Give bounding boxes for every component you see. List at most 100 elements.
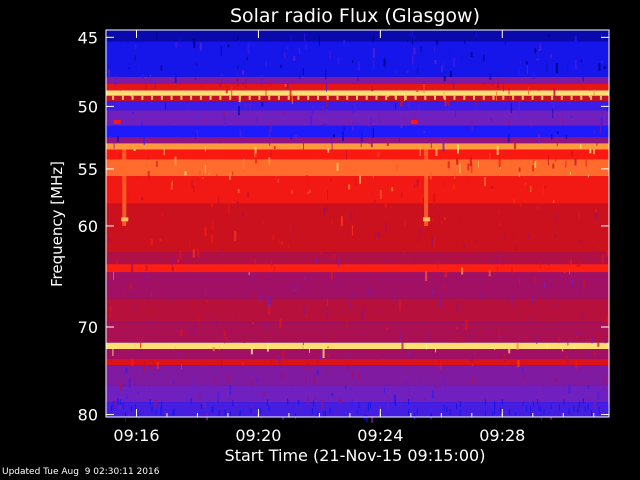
noise-speck bbox=[453, 80, 455, 89]
noise-speck bbox=[265, 90, 267, 96]
noise-speck bbox=[285, 312, 287, 316]
noise-speck bbox=[471, 162, 473, 173]
noise-speck bbox=[128, 413, 130, 418]
noise-speck bbox=[321, 400, 324, 410]
noise-speck bbox=[439, 298, 441, 309]
noise-speck bbox=[459, 163, 462, 174]
noise-speck bbox=[489, 73, 492, 80]
noise-speck bbox=[373, 231, 376, 240]
noise-speck bbox=[594, 401, 597, 410]
intensity-band bbox=[106, 137, 609, 144]
noise-speck bbox=[245, 78, 247, 89]
noise-speck bbox=[306, 394, 309, 405]
intensity-band bbox=[106, 385, 609, 403]
noise-speck bbox=[567, 64, 568, 74]
noise-speck bbox=[587, 340, 590, 343]
noise-speck bbox=[377, 232, 380, 238]
noise-speck bbox=[461, 55, 464, 61]
noise-speck bbox=[553, 88, 555, 95]
noise-speck bbox=[119, 399, 121, 406]
noise-speck bbox=[594, 291, 597, 297]
noise-speck bbox=[509, 409, 511, 416]
noise-speck bbox=[365, 415, 368, 423]
noise-speck bbox=[335, 408, 337, 414]
noise-speck bbox=[598, 407, 600, 414]
intensity-bands bbox=[106, 30, 609, 417]
noise-speck bbox=[394, 71, 397, 74]
noise-speck bbox=[359, 175, 361, 184]
noise-speck bbox=[543, 409, 545, 416]
noise-speck bbox=[211, 179, 213, 186]
noise-speck bbox=[488, 270, 491, 277]
noise-speck bbox=[530, 124, 532, 127]
noise-speck bbox=[223, 110, 226, 120]
noise-speck bbox=[313, 374, 315, 384]
noise-speck bbox=[113, 271, 114, 280]
noise-speck bbox=[444, 283, 446, 290]
noise-speck bbox=[587, 404, 589, 411]
noise-speck bbox=[123, 291, 126, 295]
noise-speck bbox=[499, 408, 501, 413]
noise-speck bbox=[186, 315, 188, 320]
noise-speck bbox=[175, 354, 177, 360]
noise-speck bbox=[569, 268, 571, 275]
noise-speck bbox=[208, 312, 210, 322]
noise-speck bbox=[113, 142, 115, 149]
noise-speck bbox=[331, 142, 333, 151]
noise-speck bbox=[304, 33, 306, 43]
noise-speck bbox=[287, 177, 289, 182]
noise-speck bbox=[553, 200, 555, 203]
x-axis-ticks: 09:16 09:20 09:24 09:28 bbox=[105, 30, 595, 445]
y-tick-label: 50 bbox=[78, 97, 98, 116]
noise-speck bbox=[219, 138, 222, 144]
noise-speck bbox=[453, 363, 455, 366]
noise-speck bbox=[237, 73, 239, 83]
noise-speck bbox=[127, 67, 130, 70]
noise-speck bbox=[508, 153, 510, 157]
noise-speck bbox=[387, 93, 390, 97]
noise-speck bbox=[420, 380, 422, 385]
noise-speck bbox=[211, 406, 214, 413]
noise-speck bbox=[474, 30, 476, 35]
noise-speck bbox=[487, 395, 490, 400]
noise-speck bbox=[343, 39, 346, 45]
noise-speck bbox=[237, 65, 239, 70]
noise-speck bbox=[133, 149, 136, 151]
noise-speck bbox=[278, 355, 281, 364]
noise-speck bbox=[446, 406, 448, 413]
noise-speck bbox=[112, 401, 114, 411]
burst-spot bbox=[113, 119, 121, 124]
noise-speck bbox=[163, 149, 165, 156]
noise-speck bbox=[585, 316, 587, 324]
noise-speck bbox=[458, 304, 460, 312]
noise-speck bbox=[189, 240, 192, 251]
noise-speck bbox=[297, 399, 300, 405]
noise-speck bbox=[359, 406, 362, 411]
band-dot bbox=[590, 95, 593, 100]
noise-speck bbox=[597, 336, 600, 347]
noise-speck bbox=[323, 207, 326, 216]
noise-speck bbox=[514, 412, 517, 417]
noise-speck bbox=[235, 404, 238, 408]
noise-speck bbox=[384, 222, 387, 231]
noise-speck bbox=[224, 409, 226, 416]
plot-area bbox=[105, 29, 610, 423]
noise-speck bbox=[265, 70, 267, 76]
y-tick-label: 70 bbox=[78, 318, 98, 337]
noise-speck bbox=[186, 397, 188, 402]
noise-speck bbox=[414, 184, 415, 188]
noise-speck bbox=[496, 146, 499, 155]
noise-speck bbox=[550, 416, 553, 420]
band-dot bbox=[512, 95, 515, 100]
noise-speck bbox=[237, 36, 239, 42]
noise-speck bbox=[325, 123, 327, 127]
noise-speck bbox=[201, 84, 203, 89]
noise-speck bbox=[290, 133, 293, 140]
noise-speck bbox=[423, 198, 424, 203]
noise-speck bbox=[143, 136, 145, 146]
noise-speck bbox=[525, 61, 528, 65]
noise-speck bbox=[279, 318, 282, 328]
updated-timestamp: Updated Tue Aug 9 02:30:11 2016 bbox=[2, 467, 160, 477]
noise-speck bbox=[593, 149, 595, 155]
noise-speck bbox=[238, 106, 240, 116]
